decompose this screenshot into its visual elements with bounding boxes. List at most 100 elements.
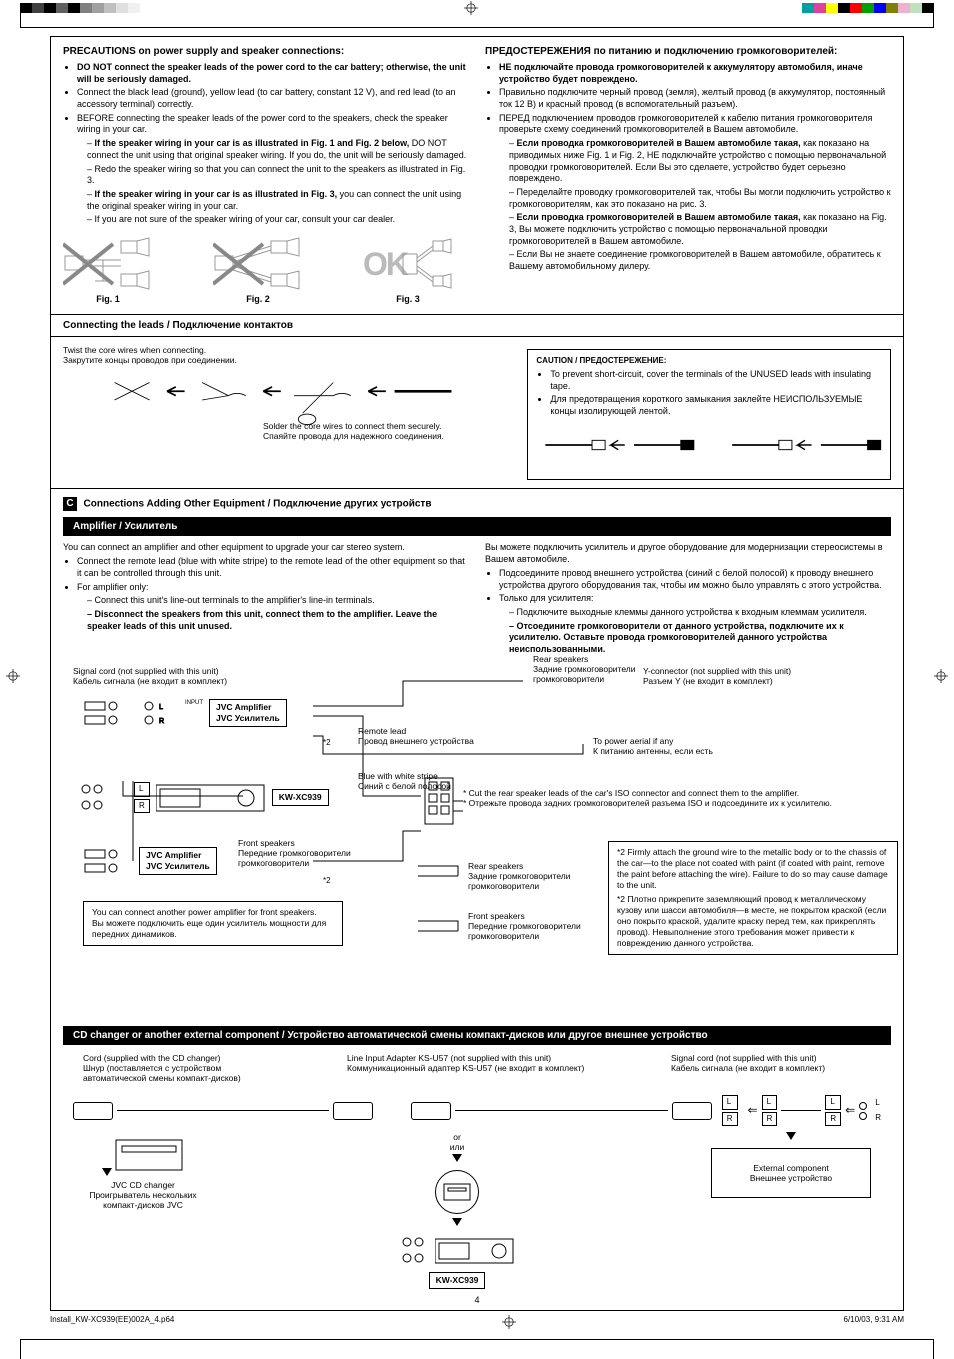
cd-changer-bar: CD changer or another external component… <box>63 1026 891 1045</box>
amp-row-2: JVC AmplifierJVC Усилитель <box>83 846 217 876</box>
amp-intro-en: You can connect an amplifier and other e… <box>63 542 469 554</box>
rca-out-icon <box>399 1234 429 1268</box>
section-letter: C <box>63 497 77 511</box>
precautions-section: PRECAUTIONS on power supply and speaker … <box>51 37 903 314</box>
remote-lead-label: Remote leadПровод внешнего устройства <box>358 726 474 746</box>
caution-ru: Для предотвращения короткого замыкания з… <box>550 394 882 417</box>
star2-2: *2 <box>323 876 331 886</box>
external-component-node: External componentВнешнее устройство <box>711 1132 871 1198</box>
precautions-title-en: PRECAUTIONS on power supply and speaker … <box>63 45 469 58</box>
jvc-amp-box-2: JVC AmplifierJVC Усилитель <box>139 847 217 875</box>
solder-label-en: Solder the core wires to connect them se… <box>263 421 444 431</box>
crop-mark-top <box>20 16 934 28</box>
amp-text-ru: Вы можете подключить усилитель и другое … <box>485 542 891 657</box>
svg-text:L: L <box>159 704 163 711</box>
fig-2: Fig. 2 <box>213 236 303 306</box>
ground-note: *2 Firmly attach the ground wire to the … <box>608 841 898 955</box>
cd-model-box: KW-XC939 <box>429 1272 486 1289</box>
page-number: 4 <box>51 1291 903 1311</box>
rca-pair-icon-2 <box>83 846 133 876</box>
front-speakers-label-2: Front speakersПередние громкоговорители … <box>468 911 581 942</box>
cd-changer-icon <box>114 1132 184 1176</box>
page-frame: PRECAUTIONS on power supply and speaker … <box>50 36 904 1311</box>
registration-mark-top <box>464 1 478 15</box>
fig2-label: Fig. 2 <box>213 294 303 306</box>
main-unit-row: LR KW-XC939 <box>78 781 329 815</box>
amp-ru-item-1: Только для усилителя: <box>499 593 891 605</box>
rear-speakers-label-top: Rear speakers Задние громкоговорители гр… <box>533 654 636 685</box>
twist-label-en: Twist the core wires when connecting. <box>63 345 507 355</box>
amp-text-en: You can connect an amplifier and other e… <box>63 542 469 657</box>
registration-mark-bottom <box>502 1315 516 1329</box>
front-speakers-label-1: Front speakersПередние громкоговорители … <box>238 838 351 869</box>
connector-icon <box>73 1102 113 1120</box>
cd-changer-node: JVC CD changerПроигрыватель нескольких к… <box>83 1132 203 1210</box>
footer-pg: 4 <box>170 1315 174 1329</box>
fig3-label: Fig. 3 <box>363 294 453 306</box>
registration-mark-left <box>6 669 20 683</box>
amp-en-item-0: Connect the remote lead (blue with white… <box>77 556 469 579</box>
iso-connector-icon <box>423 776 455 826</box>
head-unit-icon-2 <box>435 1237 515 1265</box>
jvc-amp-box-1: JVC AmplifierJVC Усилитель <box>209 699 287 727</box>
figures-row: Fig. 1 <box>63 236 469 306</box>
section-c-heading: Connections Adding Other Equipment / Под… <box>84 499 432 510</box>
color-bar-right <box>802 3 934 13</box>
precautions-ru: ПРЕДОСТЕРЕЖЕНИЯ по питанию и подключению… <box>485 45 891 306</box>
twist-label-ru: Закрутите концы проводов при соединении. <box>63 355 507 365</box>
amp-en-item-1: For amplifier only: <box>77 582 469 594</box>
model-box: KW-XC939 <box>272 789 329 806</box>
cd-connector-row: LR ⇐ LR LR ⇐ LR <box>63 1095 891 1126</box>
power-aerial-label: To power aerial if anyК питанию антенны,… <box>593 736 713 756</box>
precautions-en: PRECAUTIONS on power supply and speaker … <box>63 45 469 306</box>
amp-row-1: LR INPUT JVC AmplifierJVC Усилитель <box>83 698 287 728</box>
leads-left: Twist the core wires when connecting. За… <box>63 345 507 441</box>
amplifier-diagram: Signal cord (not supplied with this unit… <box>63 666 891 1016</box>
crop-mark-bottom <box>20 1339 934 1351</box>
another-amp-note: You can connect another power amplifier … <box>83 901 343 946</box>
connecting-leads-section: Connecting the leads / Подключение конта… <box>51 314 903 489</box>
precautions-title-ru: ПРЕДОСТЕРЕЖЕНИЯ по питанию и подключению… <box>485 45 891 58</box>
amp-ru-sub-0: Подключите выходные клеммы данного устро… <box>509 607 891 619</box>
fig2-diagram <box>213 236 303 291</box>
color-bar-left <box>20 3 140 13</box>
rear-speakers-label-2: Rear speakersЗадние громкоговорители гро… <box>468 861 571 892</box>
connecting-leads-heading: Connecting the leads / Подключение конта… <box>51 315 903 337</box>
rca-input-icon: LR <box>139 698 179 728</box>
rca-output-icon <box>78 781 128 815</box>
cd-slot-icon <box>442 1182 472 1202</box>
leads-right: CAUTION / ПРЕДОСТЕРЕЖЕНИЕ: To prevent sh… <box>527 345 891 481</box>
fig-3: OK Fig. 3 <box>363 236 453 306</box>
footer-filename: Install_KW-XC939(EE)002A_4.p6 <box>50 1315 170 1329</box>
cd-cord-label: Cord (supplied with the CD changer)Шнур … <box>83 1053 283 1084</box>
tape-diagram <box>536 420 882 470</box>
amp-en-sub-0: Connect this unit's line-out terminals t… <box>87 595 469 607</box>
rca-pair-icon <box>83 698 133 728</box>
fig1-diagram <box>63 236 153 291</box>
amplifier-bar: Amplifier / Усилитель <box>63 517 891 536</box>
footer-meta: Install_KW-XC939(EE)002A_4.p6 4 6/10/03,… <box>0 1311 954 1331</box>
amp-ru-item-0: Подсоедините провод внешнего устройства … <box>499 568 891 591</box>
registration-mark-right <box>934 669 948 683</box>
y-connector-label: Y-connector (not supplied with this unit… <box>643 666 791 686</box>
caution-en: To prevent short-circuit, cover the term… <box>550 369 882 392</box>
amp-ru-sub-1: Отсоедините громкоговорители от данного … <box>509 621 891 656</box>
solder-label-ru: Спаяйте провода для надежного соединения… <box>263 431 444 441</box>
caution-box: CAUTION / ПРЕДОСТЕРЕЖЕНИЕ: To prevent sh… <box>527 349 891 481</box>
cd-diagram: Cord (supplied with the CD changer)Шнур … <box>63 1053 891 1283</box>
fig-1: Fig. 1 <box>63 236 153 306</box>
amp-intro-ru: Вы можете подключить усилитель и другое … <box>485 542 891 565</box>
cd-signal-cord-label: Signal cord (not supplied with this unit… <box>671 1053 871 1084</box>
head-unit-icon <box>156 781 266 815</box>
caution-label: CAUTION / ПРЕДОСТЕРЕЖЕНИЕ: <box>536 356 666 365</box>
fig3-diagram <box>363 236 453 291</box>
section-c: C Connections Adding Other Equipment / П… <box>51 488 903 1290</box>
fig1-label: Fig. 1 <box>63 294 153 306</box>
amp-en-sub-1: Disconnect the speakers from this unit, … <box>87 609 469 632</box>
center-unit-node: orили KW-XC939 <box>382 1132 532 1289</box>
signal-cord-label: Signal cord (not supplied with this unit… <box>73 666 227 686</box>
svg-text:R: R <box>159 718 164 725</box>
star2-1: *2 <box>323 738 331 748</box>
footer-timestamp: 6/10/03, 9:31 AM <box>844 1315 905 1329</box>
top-bar <box>0 0 954 16</box>
